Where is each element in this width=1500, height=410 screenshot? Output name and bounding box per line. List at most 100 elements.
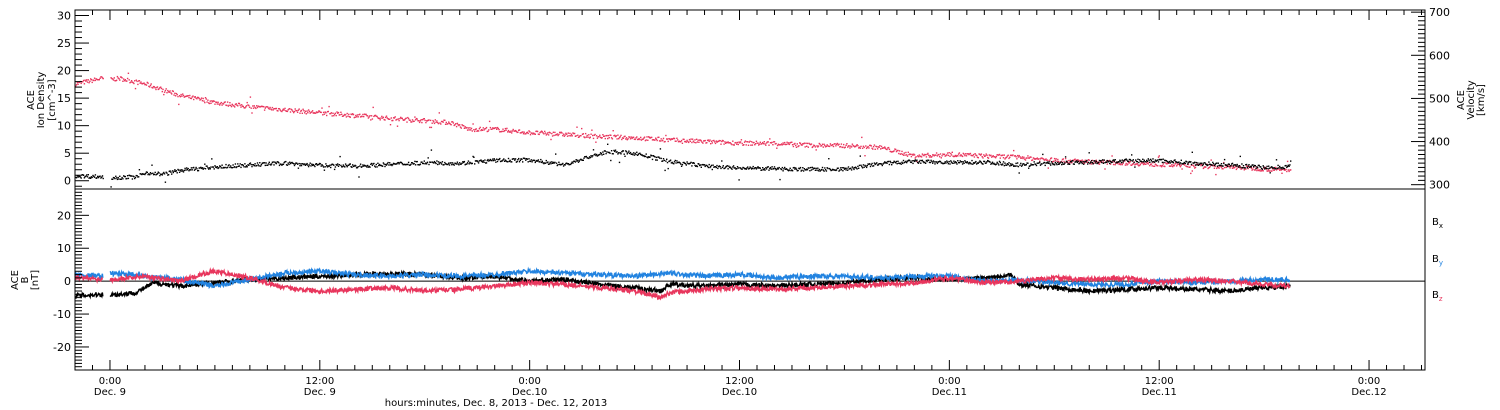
density-point — [898, 162, 901, 165]
velocity-point — [330, 112, 333, 114]
density-point — [86, 176, 89, 178]
density-point — [179, 169, 182, 171]
density-point — [624, 155, 626, 157]
density-point — [844, 167, 846, 169]
velocity-point — [696, 141, 699, 143]
density-point — [1190, 161, 1192, 163]
velocity-point — [87, 79, 89, 81]
density-point — [970, 163, 972, 165]
x-tick-date: Dec. 9 — [94, 387, 126, 398]
density-point — [944, 161, 946, 163]
velocity-point — [1271, 170, 1273, 172]
velocity-point — [964, 154, 966, 157]
density-point — [1249, 165, 1252, 168]
density-point — [1029, 165, 1031, 167]
density-point — [779, 178, 781, 181]
density-point — [765, 167, 767, 169]
density-point — [1230, 164, 1232, 167]
density-point — [531, 161, 533, 163]
velocity-point — [1188, 166, 1190, 168]
velocity-point — [716, 141, 718, 143]
density-point — [248, 164, 250, 166]
density-point — [1268, 167, 1271, 169]
velocity-point — [1203, 166, 1205, 169]
density-point — [1109, 160, 1112, 162]
velocity-point — [306, 110, 308, 112]
velocity-point — [1008, 157, 1010, 160]
density-point — [1073, 163, 1075, 165]
density-point — [234, 163, 237, 165]
density-point — [961, 163, 964, 165]
velocity-point — [1157, 156, 1160, 158]
velocity-point — [960, 154, 962, 156]
velocity-point — [795, 144, 797, 147]
velocity-point — [492, 127, 495, 130]
velocity-point — [519, 132, 521, 134]
density-point — [563, 164, 566, 166]
velocity-point — [917, 155, 919, 157]
density-point — [122, 178, 124, 180]
velocity-point — [1030, 156, 1032, 158]
density-point — [650, 154, 652, 156]
density-point — [544, 162, 547, 164]
density-point — [993, 162, 995, 165]
density-point — [716, 164, 718, 167]
density-point — [112, 176, 115, 179]
density-point — [1150, 159, 1153, 162]
velocity-point — [133, 82, 135, 85]
density-point — [1076, 161, 1079, 164]
velocity-point — [338, 114, 340, 116]
velocity-point — [189, 97, 192, 99]
density-point — [701, 164, 703, 166]
velocity-point — [1074, 158, 1076, 160]
velocity-point — [130, 81, 132, 83]
density-point — [1264, 168, 1266, 170]
density-point — [1025, 164, 1027, 166]
velocity-point — [401, 117, 403, 120]
velocity-point — [771, 141, 773, 144]
density-point — [128, 174, 130, 176]
density-point — [255, 165, 257, 167]
density-point — [829, 168, 832, 171]
velocity-point — [238, 102, 241, 105]
velocity-point — [1124, 164, 1127, 166]
velocity-point — [903, 152, 905, 154]
density-point — [1256, 166, 1259, 169]
velocity-point — [675, 140, 677, 142]
velocity-point — [672, 138, 674, 140]
density-point — [374, 165, 376, 167]
velocity-point — [1199, 163, 1201, 165]
velocity-point — [1045, 158, 1047, 160]
density-point — [942, 162, 944, 165]
density-point — [1090, 160, 1093, 162]
density-point — [1240, 166, 1242, 169]
velocity-point — [987, 157, 990, 159]
x-tick-date: Dec.11 — [1142, 387, 1177, 398]
velocity-point — [1167, 162, 1169, 164]
density-point — [1043, 161, 1046, 164]
density-point — [1035, 164, 1038, 167]
velocity-point — [1104, 168, 1106, 170]
velocity-point — [333, 115, 335, 117]
density-point — [667, 167, 669, 170]
density-point — [265, 162, 267, 164]
density-point — [1223, 158, 1226, 161]
velocity-point — [305, 113, 307, 115]
velocity-point — [407, 116, 409, 119]
density-point — [635, 153, 637, 156]
density-point — [138, 176, 140, 178]
velocity-point — [740, 139, 743, 141]
density-point — [484, 159, 486, 161]
density-point — [746, 167, 748, 169]
density-point — [131, 178, 134, 180]
velocity-point — [1243, 169, 1245, 171]
density-point — [205, 165, 207, 167]
density-point — [377, 162, 379, 164]
density-point — [954, 161, 957, 163]
velocity-point — [530, 132, 532, 134]
density-point — [193, 169, 196, 171]
density-point — [692, 162, 695, 164]
velocity-point — [1172, 164, 1175, 166]
y-tick-label: 0 — [64, 275, 71, 288]
velocity-point — [1004, 158, 1006, 160]
